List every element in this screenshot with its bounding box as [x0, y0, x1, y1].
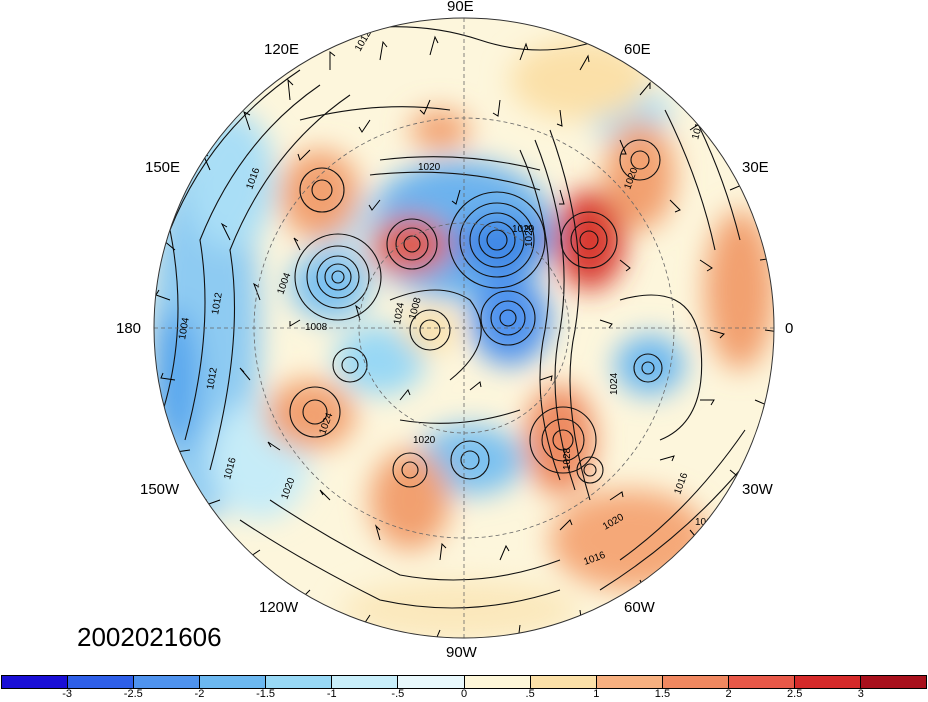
colorbar-tick-label: -.5	[391, 688, 405, 700]
longitude-label-30e: 30E	[742, 159, 769, 176]
isobar-label: 1020	[413, 435, 436, 446]
anomaly-shading: 1012 1016 1020 1004 1008 1012 1016 1020 …	[154, 18, 774, 638]
colorbar-swatch	[794, 676, 862, 688]
colorbar-tick-label: 0	[460, 688, 468, 700]
colorbar-swatch	[662, 676, 729, 688]
timestamp-label: 2002021606	[77, 622, 222, 652]
colorbar-swatch	[2, 676, 69, 688]
colorbar-swatch	[398, 676, 465, 688]
isobar-label: 1028	[524, 224, 535, 247]
longitude-label-0: 0	[785, 320, 794, 337]
colorbar-swatch	[861, 676, 927, 688]
isobar-label: 1024	[392, 301, 407, 325]
colorbar-swatch	[728, 676, 795, 688]
longitude-label-150w: 150W	[140, 481, 180, 498]
longitude-label-30w: 30W	[742, 481, 773, 498]
colorbar-swatch	[134, 676, 201, 688]
colorbar-tick-label: -1	[326, 688, 337, 700]
longitude-label-90e: 90E	[447, 0, 474, 15]
colorbar-swatch	[596, 676, 663, 688]
isobar-label: 1020	[512, 224, 535, 235]
colorbar-tick-label: -1.5	[256, 688, 276, 700]
longitude-label-180: 180	[116, 320, 142, 337]
colorbar-swatch	[266, 676, 333, 688]
longitude-label-60w: 60W	[624, 599, 655, 616]
colorbar-tick-label: 2	[725, 688, 732, 700]
map-boundary	[153, 17, 775, 639]
isobar-label: 1004	[177, 316, 192, 340]
colorbar-tick-label: 1.5	[654, 688, 671, 700]
colorbar-tick-label: -2.5	[123, 688, 143, 700]
colorbar-tick-label: 2.5	[787, 688, 803, 700]
longitude-label-120e: 120E	[264, 41, 300, 58]
colorbar-tick-label: .5	[525, 688, 535, 700]
colorbar-tick-label: 1	[593, 688, 600, 700]
colorbar-swatch	[200, 676, 267, 688]
isobar-label: 1024	[609, 372, 620, 395]
colorbar-tick-label: 3	[857, 688, 864, 700]
colorbar-swatch	[530, 676, 597, 688]
colorbar-swatch	[464, 676, 531, 688]
graticule	[154, 18, 774, 638]
longitude-label-60e: 60E	[624, 41, 651, 58]
colorbar-swatch	[332, 676, 399, 688]
isobar-label: 1028	[562, 447, 573, 470]
colorbar-tick-label: -2	[194, 688, 205, 700]
longitude-label-90w: 90W	[446, 644, 477, 661]
isobar-label: 1012	[205, 366, 220, 390]
colorbar-tick-label: -3	[62, 688, 73, 700]
isobar-label: 1008	[305, 322, 328, 333]
colorbar-swatch	[68, 676, 135, 688]
isobar-label: 1012	[695, 517, 718, 528]
isobar-contours	[159, 26, 746, 609]
isobar-label: 1020	[418, 162, 441, 173]
colorbar	[1, 675, 927, 689]
longitude-label-120w: 120W	[259, 599, 299, 616]
longitude-label-150e: 150E	[145, 159, 181, 176]
isobar-label: 1012	[210, 291, 225, 315]
